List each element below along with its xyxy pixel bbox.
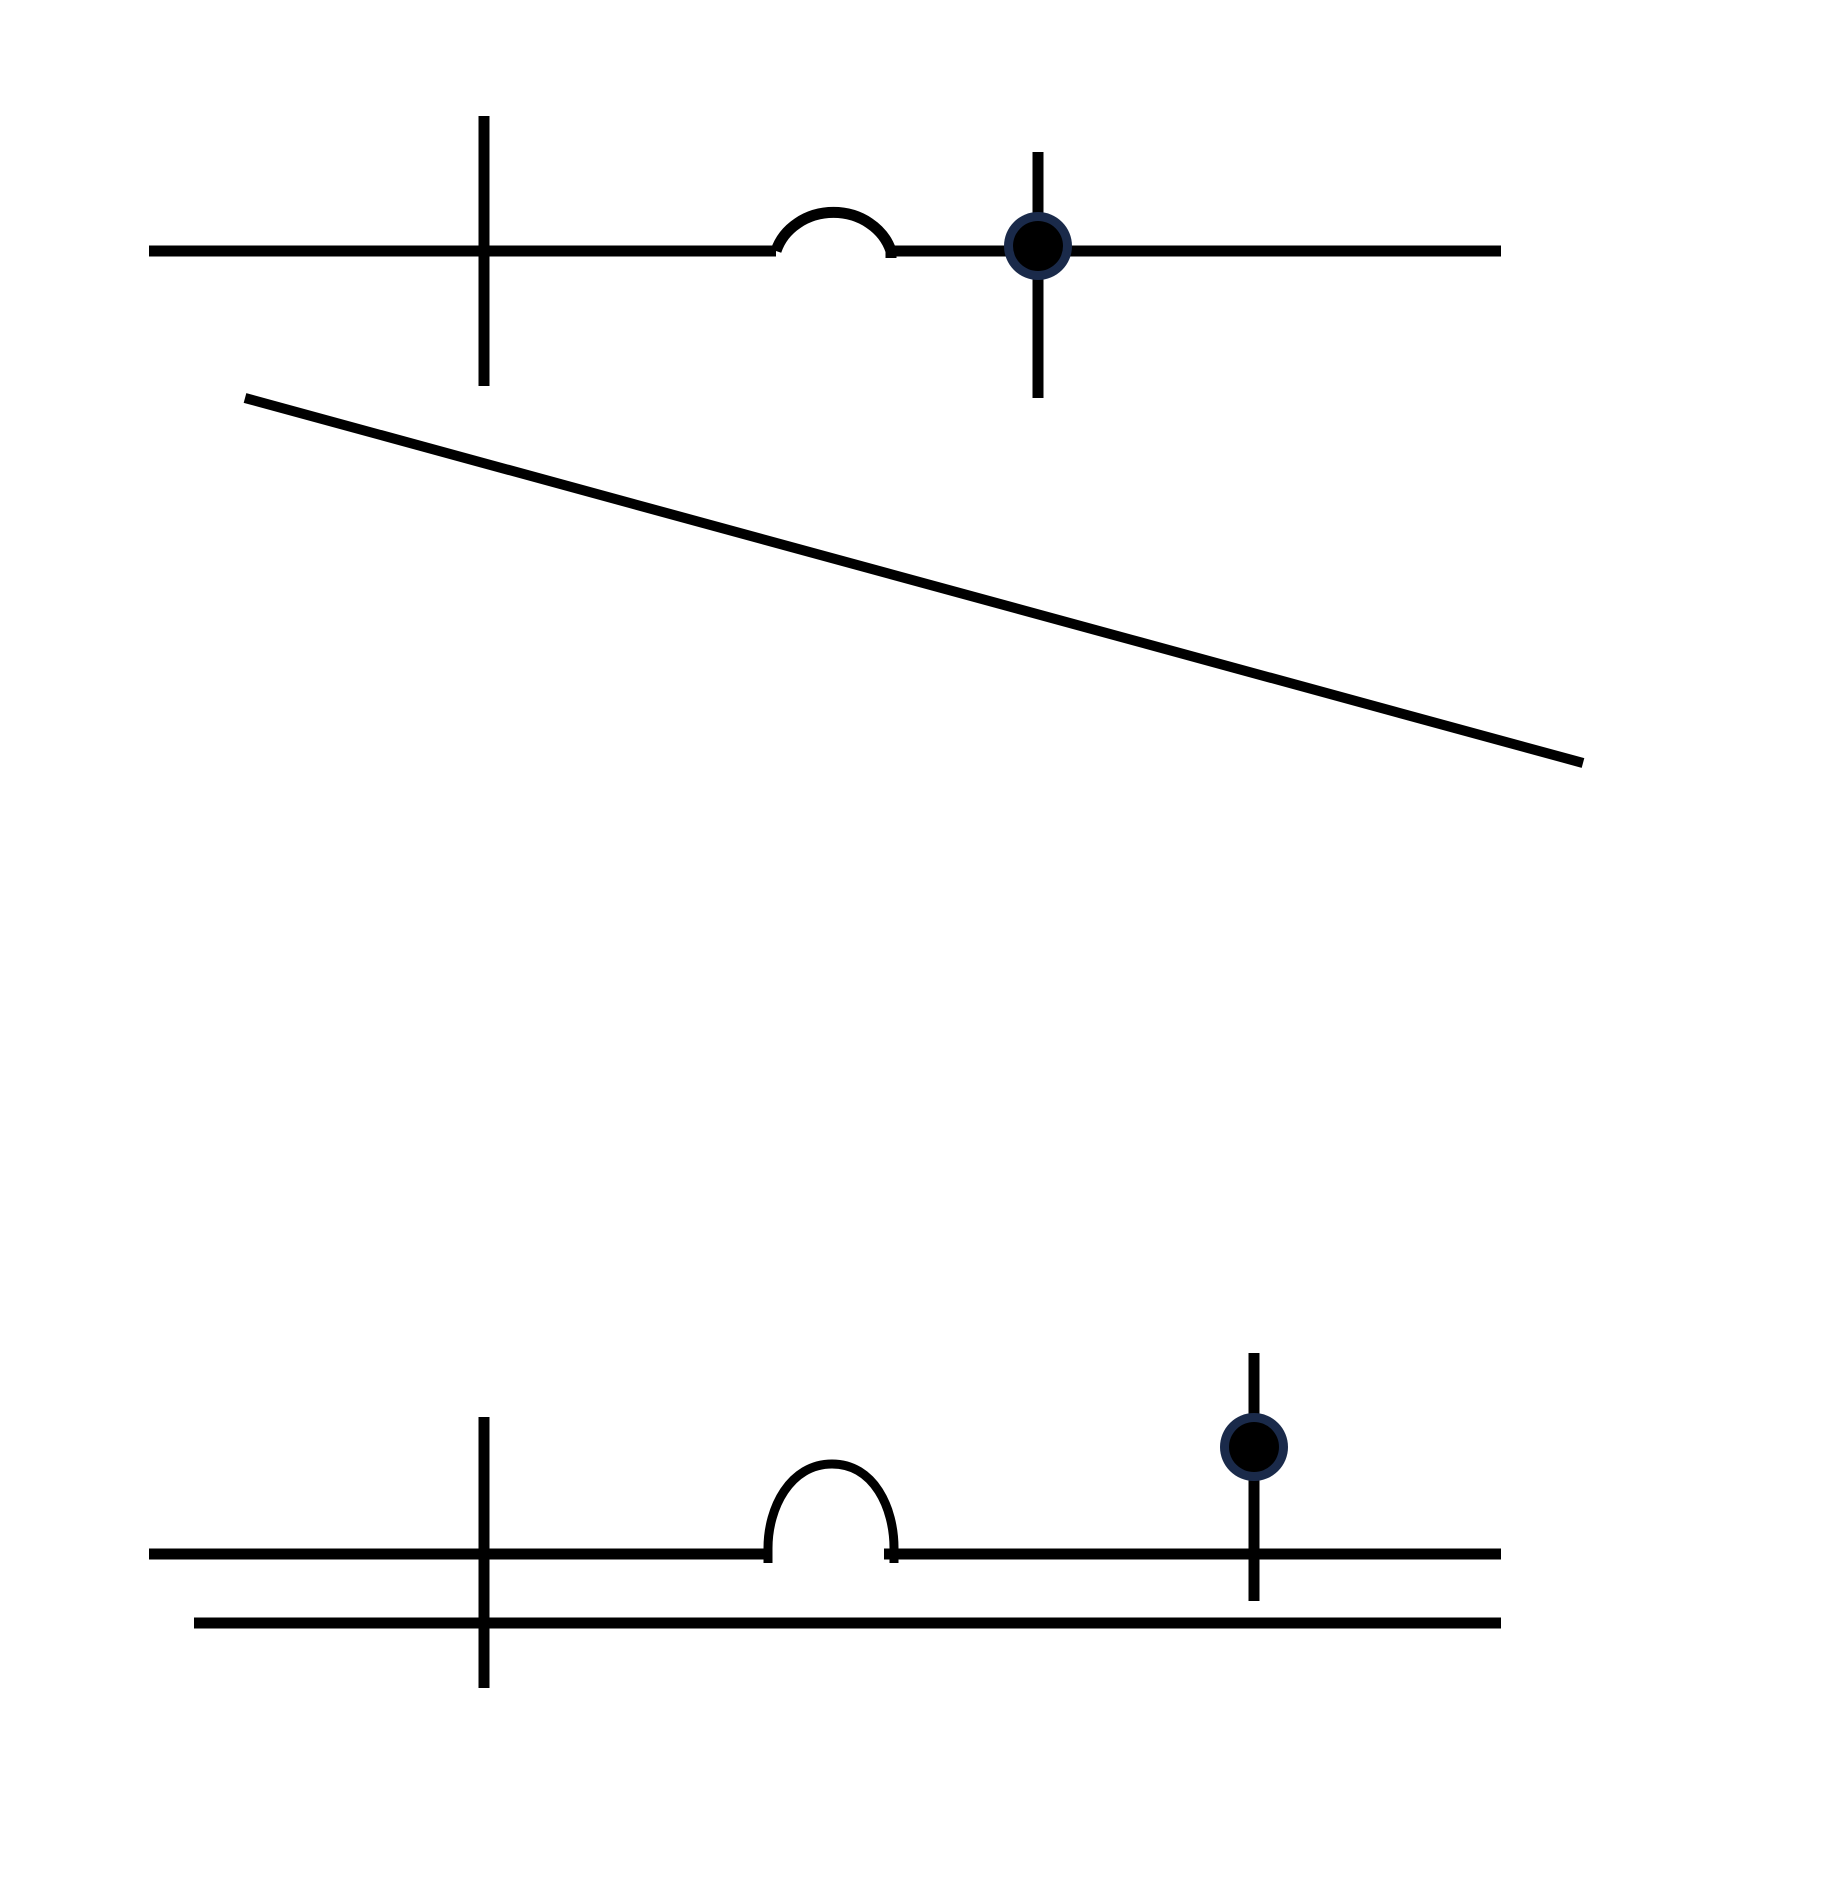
diagonal-line xyxy=(243,393,1585,768)
bottom-wire-assembly xyxy=(149,1353,1501,1688)
bottom-wire-crossover-hop xyxy=(763,1459,899,1563)
top-junction-core xyxy=(1013,221,1063,271)
bottom-junction-core xyxy=(1229,1422,1279,1472)
top-wire-assembly xyxy=(149,116,1501,398)
top-wire-crossover-hop xyxy=(770,206,897,258)
